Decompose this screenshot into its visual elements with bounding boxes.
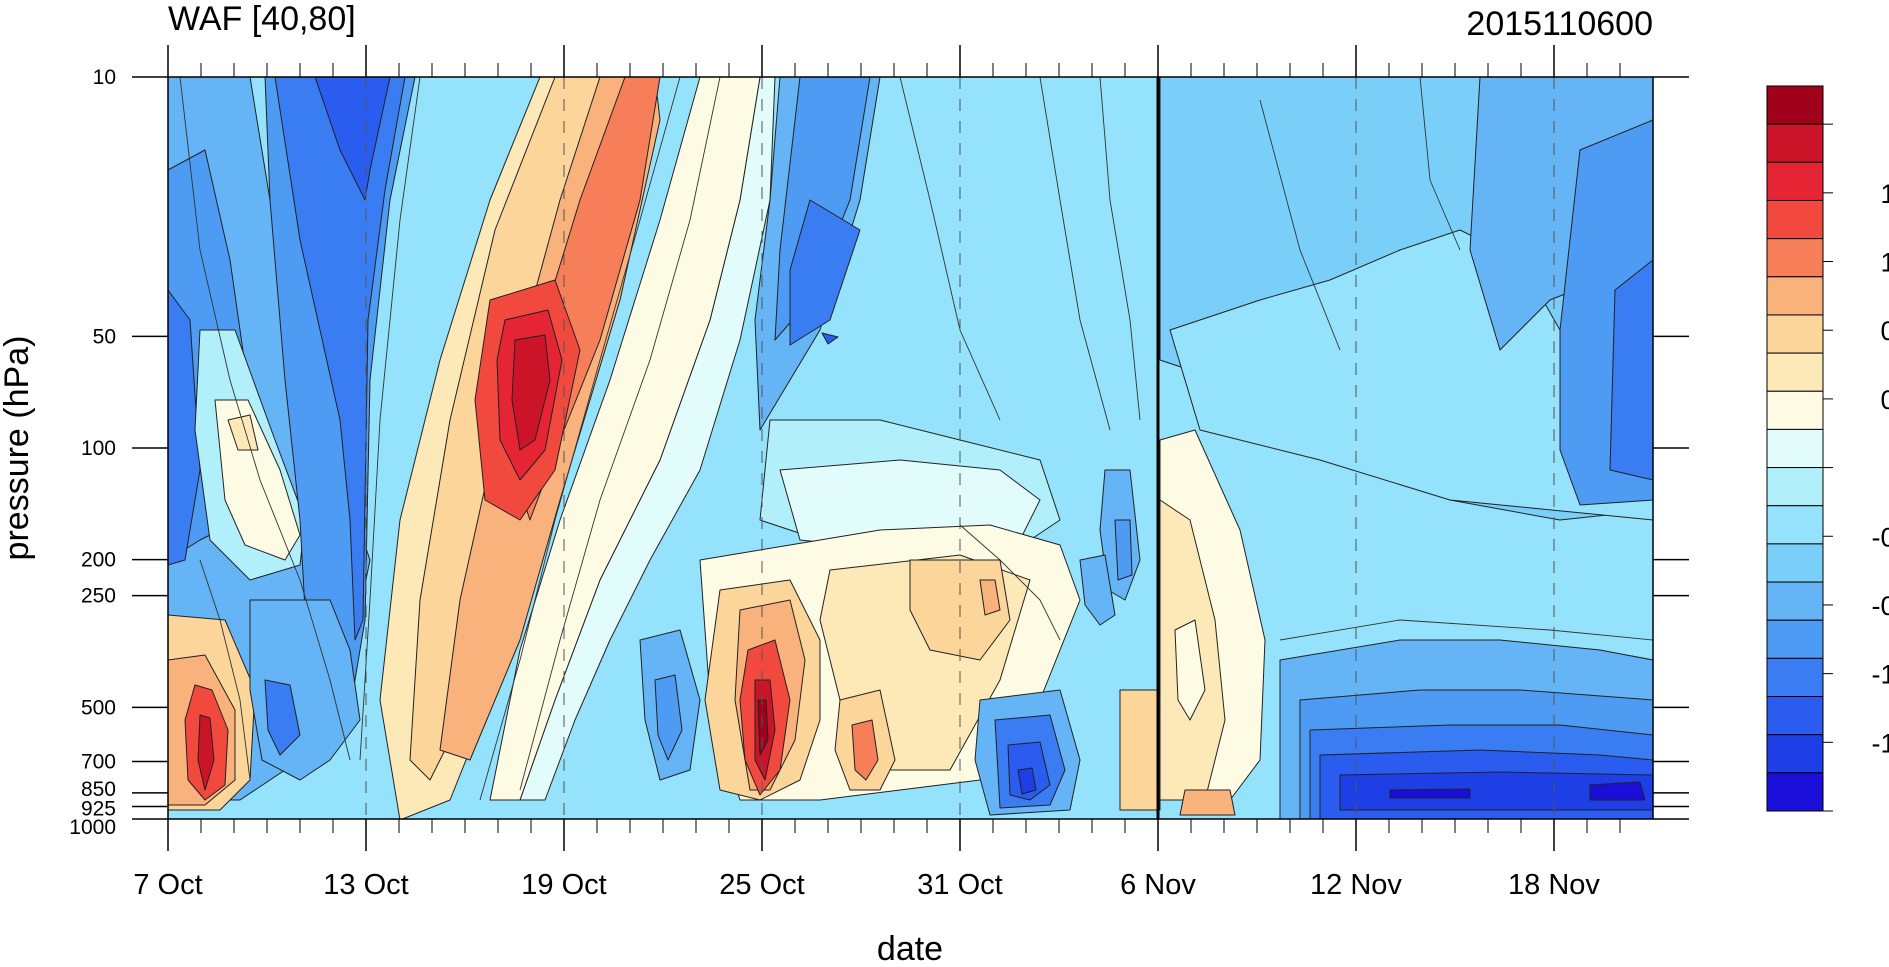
region-low-right-min-b — [1589, 781, 1646, 801]
colorbar-label: -1.2 — [1871, 660, 1889, 690]
region-lowleft-dark — [197, 714, 215, 791]
chart-subtitle: 2015110600 — [1466, 5, 1653, 43]
x-tick-label: 7 Oct — [133, 869, 202, 901]
region-oct22-deep — [654, 674, 683, 761]
region-mid-column-dot — [821, 332, 839, 345]
contour-line — [519, 77, 721, 791]
contour-line — [959, 524, 1061, 641]
colorbar-box — [1766, 543, 1824, 583]
colorbar-label: 0.4 — [1880, 385, 1889, 415]
colorbar-label: -0.8 — [1871, 591, 1889, 621]
colorbar-box — [1766, 85, 1824, 125]
region-lead-cream — [489, 77, 761, 801]
region-low-blue-deep — [264, 679, 301, 756]
contour-line — [1419, 77, 1461, 251]
y-tick-label: 100 — [81, 437, 116, 460]
x-tick-label: 25 Oct — [719, 869, 804, 901]
contour-line — [899, 77, 1001, 421]
region-nov2-core — [1017, 767, 1037, 795]
y-tick-label: 200 — [81, 549, 116, 572]
colorbar-box — [1766, 619, 1824, 659]
x-tick-label: 13 Oct — [323, 869, 408, 901]
contour-line — [1039, 77, 1111, 431]
colorbar-box — [1766, 581, 1824, 621]
colorbar-label: -0.4 — [1871, 522, 1889, 552]
contour-line — [199, 559, 251, 781]
y-axis-label: pressure (hPa) — [0, 336, 36, 561]
colorbar-box — [1766, 696, 1824, 736]
colorbar-label: 1.2 — [1880, 248, 1889, 278]
region-left-yellow — [227, 414, 259, 451]
region-nov5-spot-b — [1114, 519, 1133, 581]
y-tick-label: 700 — [81, 751, 116, 774]
contour-line — [1259, 99, 1341, 351]
region-nov6-orange — [1119, 689, 1161, 811]
colorbar-box — [1766, 314, 1824, 354]
colorbar-box — [1766, 161, 1824, 201]
region-mid-column-core — [789, 199, 861, 346]
colorbar-box — [1766, 238, 1824, 278]
y-tick-label: 10 — [93, 66, 116, 89]
colorbar-box — [1766, 199, 1824, 240]
region-oct28-red — [851, 719, 879, 781]
colorbar-label: 0.8 — [1880, 316, 1889, 346]
colorbar-box — [1766, 123, 1824, 163]
contour-field — [168, 77, 1653, 819]
region-nov5-spot-c — [1079, 554, 1116, 626]
colorbar-box — [1766, 276, 1824, 316]
colorbar-box — [1766, 390, 1824, 430]
region-diag-darkest — [511, 334, 551, 451]
contour-line — [1099, 77, 1141, 421]
colorbar: 21.61.20.80.40-0.4-0.8-1.2-1.6-2 — [1766, 85, 1889, 812]
region-warm-block-dot — [979, 579, 1001, 616]
region-low-right-core — [1339, 771, 1653, 811]
colorbar-box — [1766, 352, 1824, 392]
region-nov7-cream-core — [1174, 619, 1206, 721]
contour-line — [479, 77, 681, 801]
y-tick-label: 500 — [81, 696, 116, 719]
contour-line — [1279, 619, 1653, 641]
chart-title: WAF [40,80] — [168, 0, 356, 38]
region-oct25-darkest — [757, 699, 769, 756]
colorbar-label: 1.6 — [1880, 179, 1889, 209]
y-tick-label: 850 — [81, 778, 116, 801]
colorbar-box — [1766, 467, 1824, 507]
y-tick-label: 50 — [93, 325, 116, 348]
contour-line — [179, 77, 351, 761]
colorbar-box — [1766, 428, 1824, 469]
x-axis-label: date — [877, 930, 943, 962]
y-tick-label: 1000 — [69, 816, 116, 839]
region-low-right-min-a — [1389, 788, 1471, 799]
x-tick-label: 31 Oct — [917, 869, 1002, 901]
colorbar-box — [1766, 772, 1824, 812]
region-left-edge — [168, 289, 201, 566]
y-tick-label: 250 — [81, 585, 116, 608]
contour-lines — [179, 77, 1653, 801]
region-nov7-peach — [1179, 789, 1236, 816]
colorbar-box — [1766, 657, 1824, 698]
x-tick-label: 6 Nov — [1120, 869, 1196, 901]
colorbar-box — [1766, 505, 1824, 545]
vertical-gridlines — [365, 77, 1555, 819]
contour-line — [359, 77, 421, 761]
x-tick-label: 19 Oct — [521, 869, 606, 901]
region-column-core — [314, 77, 391, 201]
x-axis: 7 Oct 13 Oct 19 Oct 25 Oct 31 Oct 6 Nov 12 Nov… — [133, 45, 1621, 901]
region-right-edge — [1609, 259, 1653, 481]
region-column-deep — [274, 77, 406, 641]
colorbar-label: -1.6 — [1871, 728, 1889, 758]
x-tick-label: 18 Nov — [1508, 869, 1600, 901]
y-tick-label: 925 — [81, 797, 116, 820]
colorbar-box — [1766, 734, 1824, 774]
x-tick-label: 12 Nov — [1310, 869, 1402, 901]
